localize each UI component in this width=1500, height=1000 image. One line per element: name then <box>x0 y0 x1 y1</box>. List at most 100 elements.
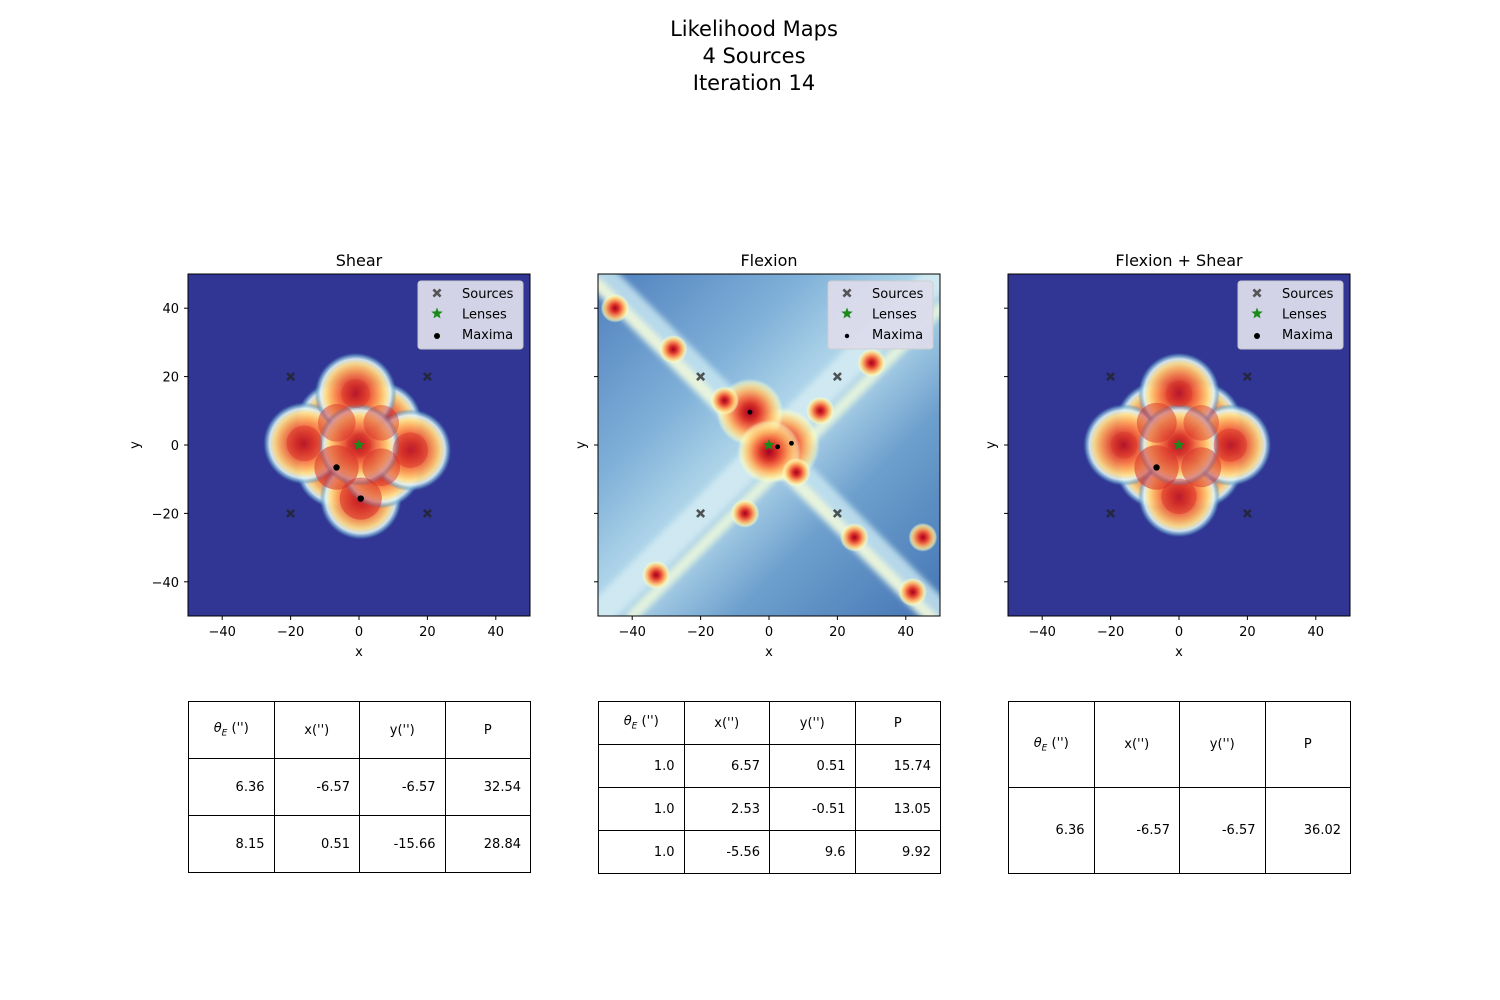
table-cell: 13.05 <box>854 787 941 831</box>
table-cell: 1.0 <box>598 744 685 788</box>
source-marker <box>422 372 432 382</box>
x-tick-label: −40 <box>1028 625 1055 640</box>
table-cell: 6.36 <box>188 758 275 816</box>
flexion-panel: −40 −20 0 20 40 Flexion x y Sources Lenses Maxima <box>574 251 941 660</box>
likelihood-peak <box>840 522 869 552</box>
maxima-marker <box>333 464 340 471</box>
table-header-row: θE ('') x('') y('') P <box>1008 701 1351 788</box>
table-row: 6.36 -6.57 -6.57 36.02 <box>1008 787 1351 874</box>
x-tick-label: 0 <box>355 625 363 640</box>
legend-box <box>827 280 934 350</box>
table-cell: 9.6 <box>769 830 856 874</box>
table-row: 1.0 -5.56 9.6 9.92 <box>598 830 941 874</box>
maxima-marker <box>775 444 781 450</box>
flexion-legend: Sources Lenses Maxima <box>827 280 934 350</box>
y-tick-label: 20 <box>162 371 179 386</box>
legend-label: Maxima <box>872 328 923 343</box>
likelihood-core <box>1165 380 1193 408</box>
source-marker <box>1106 372 1116 382</box>
legend-label: Maxima <box>1282 328 1333 343</box>
legend-label: Sources <box>462 287 514 302</box>
table-cell: -15.66 <box>359 815 446 873</box>
table-header-row: θE ('') x('') y('') P <box>598 701 941 745</box>
table-header-cell: θE ('') <box>1008 701 1095 788</box>
x-axis-label: x <box>765 645 773 660</box>
legend-label: Sources <box>872 287 924 302</box>
table-header-cell: x('') <box>1093 701 1180 788</box>
table-cell: -6.57 <box>1179 787 1266 874</box>
likelihood-peak <box>641 560 671 590</box>
legend-label: Lenses <box>462 308 507 323</box>
likelihood-peak <box>730 499 760 528</box>
table-cell: 2.53 <box>683 787 770 831</box>
table-cell: 0.51 <box>273 815 360 873</box>
y-axis-label: y <box>574 441 589 449</box>
figure-title: Likelihood Maps 4 Sources Iteration 14 <box>0 16 1500 97</box>
table-cell: -0.51 <box>769 787 856 831</box>
source-marker <box>422 508 432 518</box>
maxima-marker <box>789 440 794 446</box>
maxima-marker <box>1153 464 1160 471</box>
table-header-cell: y('') <box>769 701 856 745</box>
likelihood-core <box>317 403 356 442</box>
y-axis-label: y <box>128 441 143 449</box>
figure-title-line-3: Iteration 14 <box>692 71 816 95</box>
likelihood-core <box>392 432 429 468</box>
table-header-cell: y('') <box>359 701 446 759</box>
table-cell: 32.54 <box>444 758 531 816</box>
table-header-cell: θE ('') <box>598 701 685 745</box>
maxima-marker <box>357 495 364 502</box>
x-tick-label: −40 <box>618 625 645 640</box>
table-cell: 1.0 <box>598 787 685 831</box>
table-cell: -6.57 <box>273 758 360 816</box>
x-tick-label: −20 <box>1097 625 1124 640</box>
table-cell: -6.57 <box>359 758 446 816</box>
legend-label: Lenses <box>872 308 917 323</box>
x-axis-label: x <box>1175 645 1183 660</box>
likelihood-core <box>1110 431 1138 459</box>
legend-source-marker <box>842 288 852 298</box>
table-cell: -6.57 <box>1093 787 1180 874</box>
x-tick-label: −20 <box>687 625 714 640</box>
source-marker <box>286 508 296 518</box>
likelihood-core <box>1136 402 1177 443</box>
table-row: 8.15 0.51 -15.66 28.84 <box>188 815 531 873</box>
x-tick-label: 20 <box>419 625 436 640</box>
table-header-cell: y('') <box>1179 701 1266 788</box>
flexion-shear-title: Flexion + Shear <box>1115 251 1243 270</box>
likelihood-peak <box>658 334 688 364</box>
table-cell: 0.51 <box>769 744 856 788</box>
x-tick-label: 40 <box>1308 625 1325 640</box>
table-header-cell: P <box>854 701 941 745</box>
table-cell: 15.74 <box>854 744 941 788</box>
table-cell: 6.57 <box>683 744 770 788</box>
x-tick-label: −20 <box>277 625 304 640</box>
maxima-marker <box>747 409 753 415</box>
x-tick-label: 20 <box>829 625 846 640</box>
legend-lens-marker <box>1251 307 1263 319</box>
legend-label: Lenses <box>1282 308 1327 323</box>
likelihood-core <box>1181 447 1222 488</box>
table-cell: 8.15 <box>188 815 275 873</box>
flexion-results-table: θE ('') x('') y('') P 1.0 6.57 0.51 15.74 1.0 2.5… <box>598 701 941 874</box>
source-marker <box>832 372 842 382</box>
table-row: 1.0 6.57 0.51 15.74 <box>598 744 941 788</box>
legend-maxima-marker <box>434 333 440 339</box>
likelihood-peak <box>710 386 739 415</box>
table-header-cell: x('') <box>683 701 770 745</box>
likelihood-core <box>363 404 400 441</box>
x-axis-label: x <box>355 645 363 660</box>
table-cell: 36.02 <box>1264 787 1351 874</box>
x-tick-label: −40 <box>208 625 235 640</box>
shear-panel: −40 −20 0 20 40 −40 −20 0 20 40 Shear x y Sources Lens… <box>128 251 531 660</box>
table-row: 6.36 -6.57 -6.57 32.54 <box>188 758 531 816</box>
legend-source-marker <box>1252 288 1262 298</box>
y-tick-label: 40 <box>162 302 179 317</box>
likelihood-peak <box>898 577 928 607</box>
table-header-cell: P <box>444 701 531 759</box>
x-tick-label: 40 <box>898 625 915 640</box>
legend-label: Maxima <box>462 328 513 343</box>
x-tick-label: 0 <box>1175 625 1183 640</box>
legend-label: Sources <box>1282 287 1334 302</box>
y-tick-label: −20 <box>152 507 179 522</box>
